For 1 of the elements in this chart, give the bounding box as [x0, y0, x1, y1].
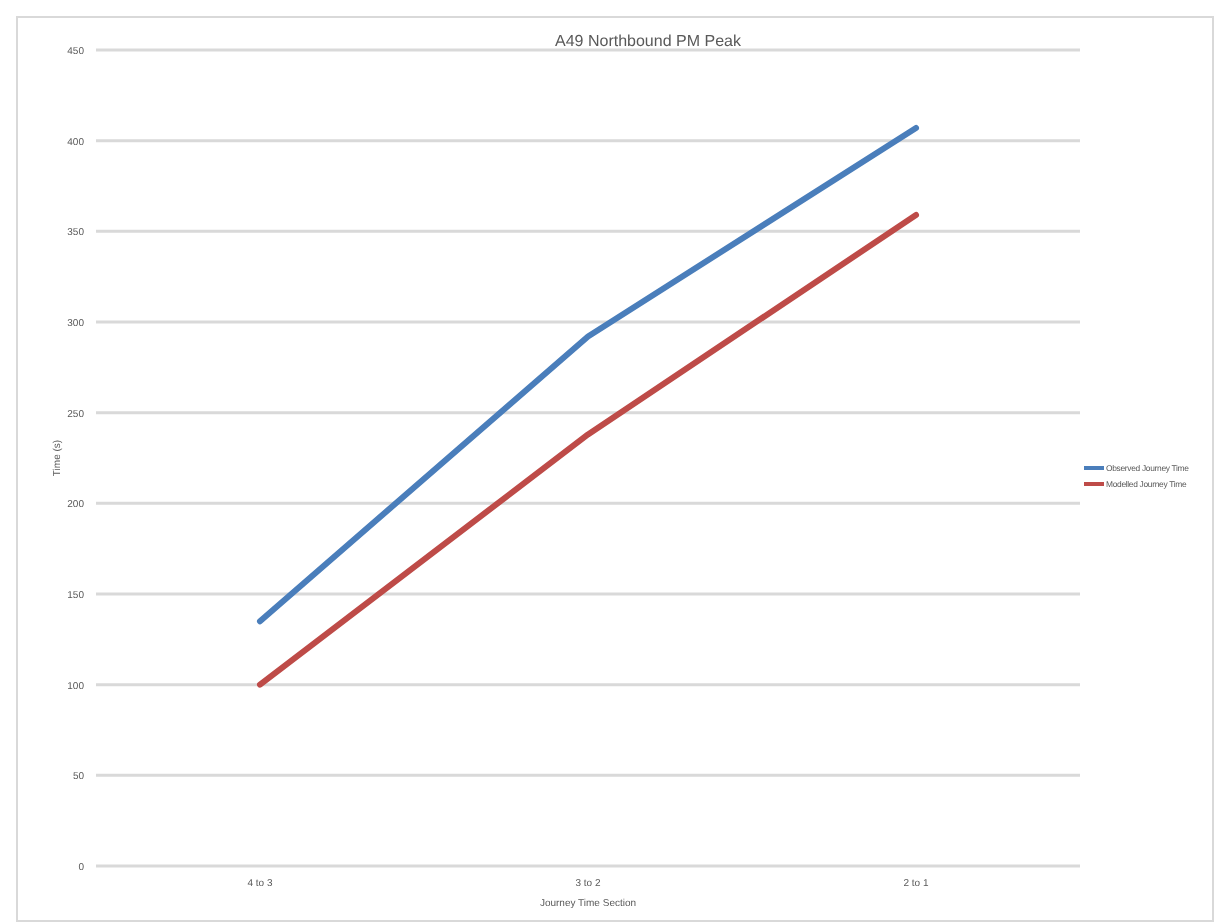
- chart-title: A49 Northbound PM Peak: [555, 32, 743, 50]
